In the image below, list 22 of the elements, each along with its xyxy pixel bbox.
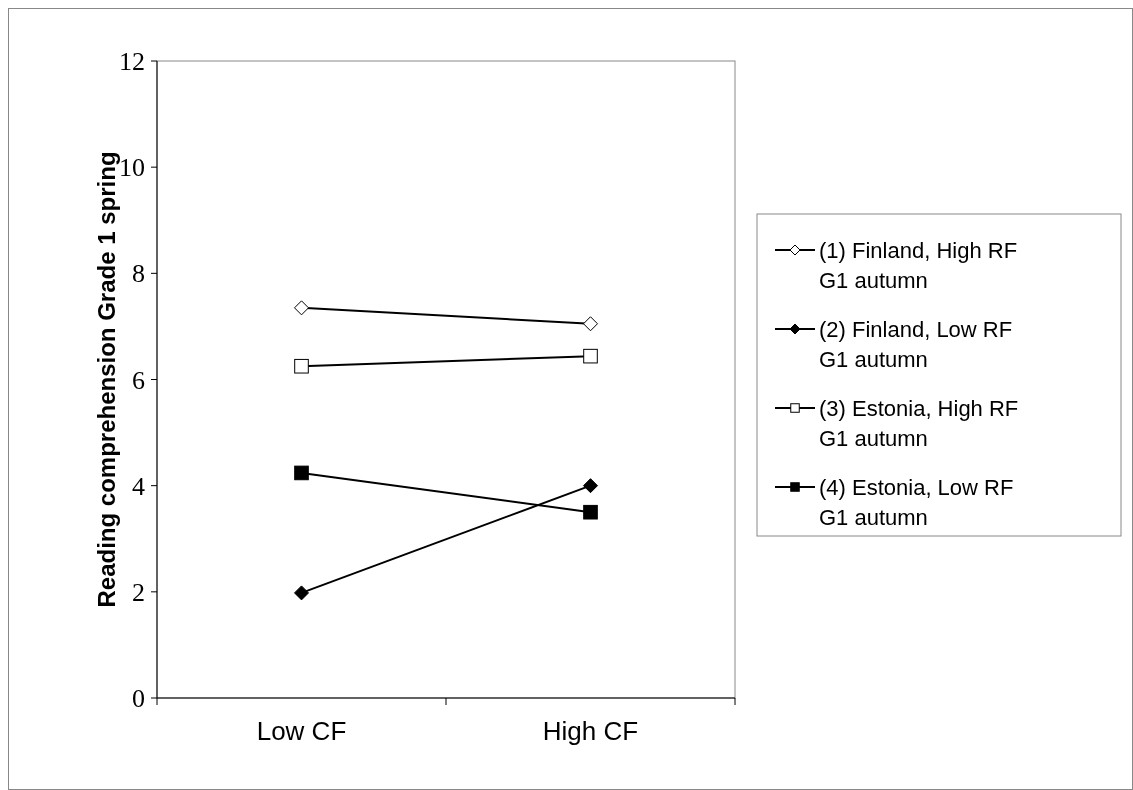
y-tick-label: 12 bbox=[119, 47, 145, 77]
y-tick-label: 2 bbox=[132, 577, 145, 607]
legend-label: (4) Estonia, Low RF G1 autumn bbox=[819, 474, 1014, 530]
legend-label: (1) Finland, High RF G1 autumn bbox=[819, 237, 1018, 293]
y-axis-title: Reading comprehension Grade 1 spring bbox=[93, 151, 120, 608]
legend-label: (2) Finland, Low RF G1 autumn bbox=[819, 316, 1013, 372]
point bbox=[583, 478, 598, 494]
point bbox=[294, 585, 309, 601]
point bbox=[583, 348, 598, 364]
point bbox=[583, 504, 598, 520]
point bbox=[294, 300, 309, 316]
point bbox=[294, 358, 309, 374]
y-tick-label: 6 bbox=[132, 365, 145, 395]
y-tick-label: 0 bbox=[132, 684, 145, 714]
x-tick-label: Low CF bbox=[256, 716, 347, 746]
y-tick-label: 8 bbox=[132, 259, 145, 289]
y-tick-label: 4 bbox=[132, 471, 145, 501]
y-tick-label: 10 bbox=[119, 153, 145, 183]
legend-label: (3) Estonia, High RF G1 autumn bbox=[819, 395, 1019, 451]
point bbox=[583, 316, 598, 332]
x-tick-label: High CF bbox=[542, 716, 639, 746]
point bbox=[294, 465, 309, 481]
